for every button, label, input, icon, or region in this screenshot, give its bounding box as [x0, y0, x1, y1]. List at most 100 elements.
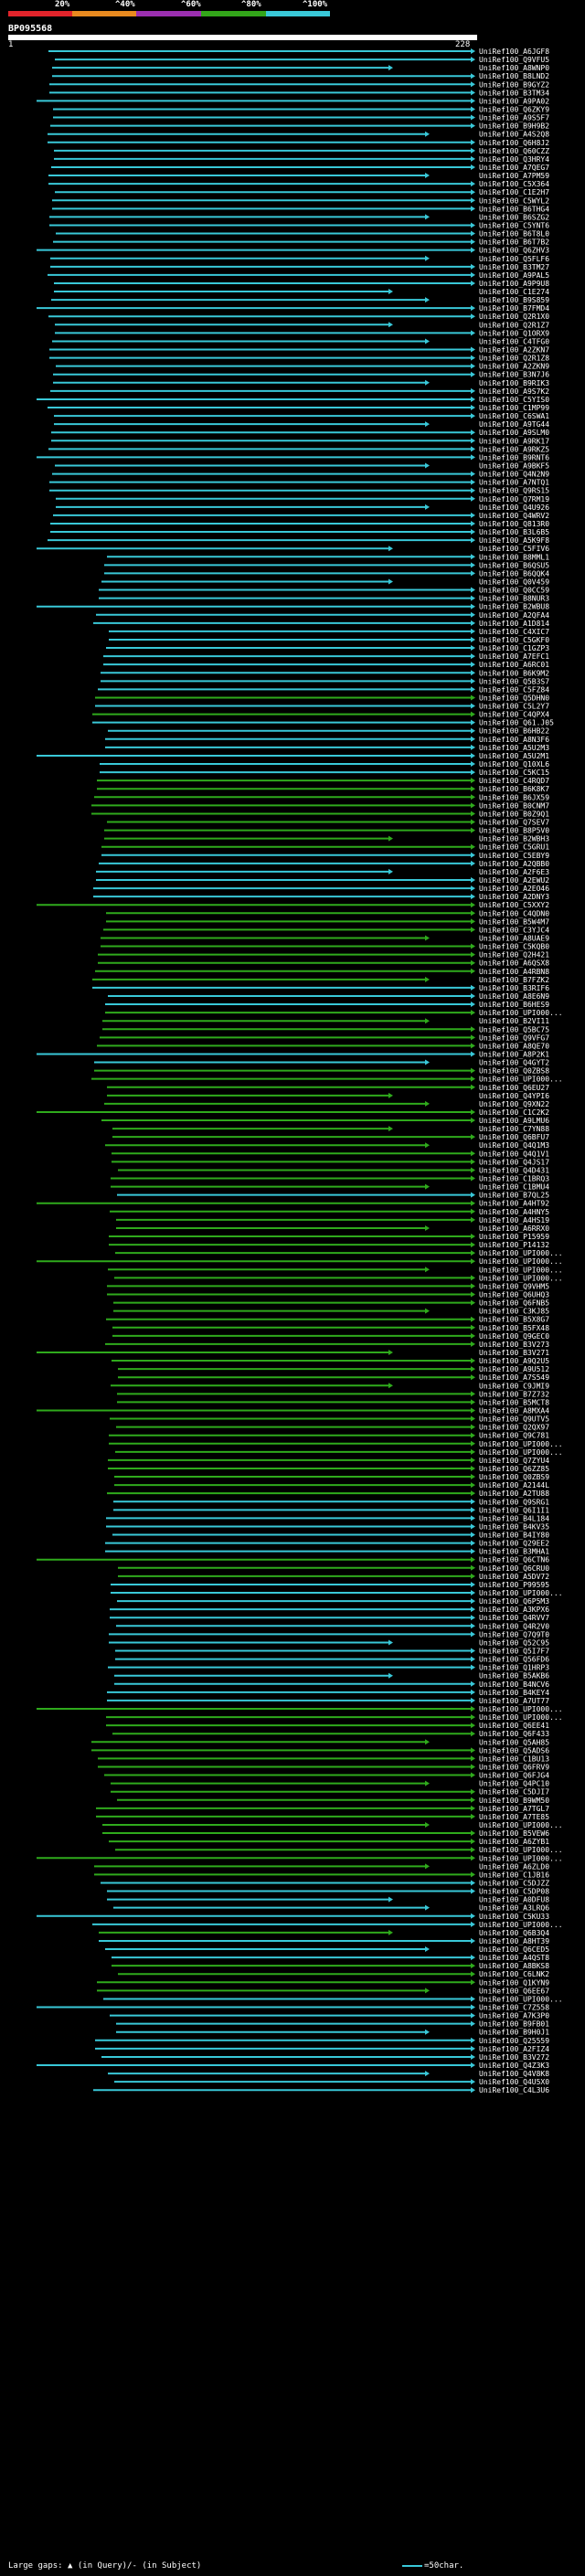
- hit-label[interactable]: UniRef100_Q9XN22: [479, 1100, 549, 1108]
- hit-label[interactable]: UniRef100_B6QQK4: [479, 569, 549, 578]
- hit-label[interactable]: UniRef100_A4HS19: [479, 1216, 549, 1224]
- hit-label[interactable]: UniRef100_A6RC01: [479, 661, 549, 669]
- hit-label[interactable]: UniRef100_C4L3U6: [479, 2086, 549, 2094]
- hit-label[interactable]: UniRef100_C4QDN0: [479, 909, 549, 917]
- hit-label[interactable]: UniRef100_B6HB22: [479, 727, 549, 736]
- hit-label[interactable]: UniRef100_Q60CZZ: [479, 147, 549, 155]
- hit-label[interactable]: UniRef100_A1D814: [479, 620, 549, 628]
- hit-label[interactable]: UniRef100_Q5FLF6: [479, 255, 549, 263]
- hit-label[interactable]: UniRef100_Q2R1Z8: [479, 355, 549, 363]
- hit-label[interactable]: UniRef100_A4RBN8: [479, 968, 549, 976]
- hit-label[interactable]: UniRef100_B6SZG2: [479, 213, 549, 221]
- hit-label[interactable]: UniRef100_A2QFA4: [479, 611, 549, 620]
- hit-label[interactable]: UniRef100_A7TGL7: [479, 1805, 549, 1813]
- hit-label[interactable]: UniRef100_Q6UHQ3: [479, 1291, 549, 1299]
- hit-label[interactable]: UniRef100_C4XIC7: [479, 628, 549, 636]
- hit-label[interactable]: UniRef100_B8P5V0: [479, 827, 549, 835]
- hit-label[interactable]: UniRef100_Q6EE67: [479, 1987, 549, 1995]
- hit-label[interactable]: UniRef100_Q6BFU7: [479, 1133, 549, 1141]
- hit-label[interactable]: UniRef100_UPI000...: [479, 1274, 563, 1282]
- hit-label[interactable]: UniRef100_Q6H8J2: [479, 139, 549, 147]
- hit-label[interactable]: UniRef100_C1E274: [479, 288, 549, 296]
- hit-label[interactable]: UniRef100_Q5AH85: [479, 1738, 549, 1746]
- hit-label[interactable]: UniRef100_A7QEG7: [479, 164, 549, 172]
- hit-label[interactable]: UniRef100_P99595: [479, 1581, 549, 1589]
- hit-label[interactable]: UniRef100_B9WM50: [479, 1797, 549, 1805]
- hit-label[interactable]: UniRef100_Q29EE2: [479, 1540, 549, 1548]
- hit-label[interactable]: UniRef100_B9RIK3: [479, 379, 549, 387]
- hit-label[interactable]: UniRef100_C5FZ84: [479, 685, 549, 694]
- hit-label[interactable]: UniRef100_Q4RVV7: [479, 1614, 549, 1622]
- hit-label[interactable]: UniRef100_C5DP08: [479, 1888, 549, 1896]
- hit-label[interactable]: UniRef100_C9JMI9: [479, 1382, 549, 1390]
- hit-label[interactable]: UniRef100_B8NUR3: [479, 595, 549, 603]
- hit-label[interactable]: UniRef100_B9H0J1: [479, 2029, 549, 2037]
- hit-label[interactable]: UniRef100_A7EFC1: [479, 652, 549, 661]
- hit-label[interactable]: UniRef100_B5VEW6: [479, 1829, 549, 1838]
- hit-label[interactable]: UniRef100_B7Z732: [479, 1390, 549, 1398]
- hit-label[interactable]: UniRef100_Q6ZHV3: [479, 247, 549, 255]
- hit-label[interactable]: UniRef100_Q5DHN0: [479, 694, 549, 702]
- hit-label[interactable]: UniRef100_A7S549: [479, 1373, 549, 1382]
- hit-label[interactable]: UniRef100_Q7Q9T0: [479, 1630, 549, 1638]
- hit-label[interactable]: UniRef100_B7FZK2: [479, 976, 549, 984]
- hit-label[interactable]: UniRef100_B3V273: [479, 1341, 549, 1349]
- hit-label[interactable]: UniRef100_B3TM34: [479, 89, 549, 97]
- hit-label[interactable]: UniRef100_C5L2Y7: [479, 703, 549, 711]
- hit-label[interactable]: UniRef100_C6LNK2: [479, 1970, 549, 1978]
- hit-label[interactable]: UniRef100_A4HNY5: [479, 1208, 549, 1216]
- hit-label[interactable]: UniRef100_A8BKS8: [479, 1962, 549, 1970]
- hit-label[interactable]: UniRef100_Q6FJG4: [479, 1772, 549, 1780]
- hit-label[interactable]: UniRef100_Q4JS17: [479, 1158, 549, 1166]
- hit-label[interactable]: UniRef100_Q4D431: [479, 1166, 549, 1174]
- hit-label[interactable]: UniRef100_A4QST8: [479, 1954, 549, 1962]
- hit-label[interactable]: UniRef100_Q2H421: [479, 951, 549, 959]
- hit-label[interactable]: UniRef100_A3LRQ6: [479, 1904, 549, 1913]
- hit-label[interactable]: UniRef100_B5MCT8: [479, 1398, 549, 1406]
- hit-label[interactable]: UniRef100_Q56FD6: [479, 1656, 549, 1664]
- hit-label[interactable]: UniRef100_A2QBB0: [479, 860, 549, 868]
- hit-label[interactable]: UniRef100_C5EBY9: [479, 852, 549, 860]
- hit-label[interactable]: UniRef100_B5X8G7: [479, 1316, 549, 1324]
- hit-label[interactable]: UniRef100_B5W4M7: [479, 917, 549, 926]
- hit-label[interactable]: UniRef100_C5X364: [479, 180, 549, 188]
- hit-label[interactable]: UniRef100_B6T8L0: [479, 230, 549, 239]
- hit-label[interactable]: UniRef100_A0DFU8: [479, 1896, 549, 1904]
- hit-label[interactable]: UniRef100_A8N3F6: [479, 736, 549, 744]
- hit-label[interactable]: UniRef100_C5YNT6: [479, 221, 549, 229]
- hit-label[interactable]: UniRef100_B9RNT6: [479, 453, 549, 461]
- hit-label[interactable]: UniRef100_UPI000...: [479, 1249, 563, 1257]
- hit-label[interactable]: UniRef100_A9SLM0: [479, 429, 549, 437]
- hit-label[interactable]: UniRef100_Q5I7F7: [479, 1648, 549, 1656]
- hit-label[interactable]: UniRef100_C1JB16: [479, 1871, 549, 1879]
- hit-label[interactable]: UniRef100_UPI000...: [479, 1448, 563, 1457]
- hit-label[interactable]: UniRef100_A2F6E3: [479, 868, 549, 876]
- hit-label[interactable]: UniRef100_C5KC15: [479, 769, 549, 777]
- hit-label[interactable]: UniRef100_A7NTQ1: [479, 479, 549, 487]
- hit-label[interactable]: UniRef100_C4TFG0: [479, 337, 549, 345]
- hit-label[interactable]: UniRef100_B9FB01: [479, 2020, 549, 2029]
- hit-label[interactable]: UniRef100_Q2R1X0: [479, 313, 549, 321]
- hit-label[interactable]: UniRef100_A2EO46: [479, 885, 549, 893]
- hit-label[interactable]: UniRef100_A9RK17: [479, 437, 549, 445]
- hit-label[interactable]: UniRef100_B9S859: [479, 296, 549, 304]
- hit-label[interactable]: UniRef100_Q2QX97: [479, 1424, 549, 1432]
- hit-label[interactable]: UniRef100_P14132: [479, 1241, 549, 1249]
- hit-label[interactable]: UniRef100_B0CNM7: [479, 801, 549, 810]
- hit-label[interactable]: UniRef100_Q4GYT2: [479, 1059, 549, 1067]
- hit-label[interactable]: UniRef100_Q6F433: [479, 1730, 549, 1738]
- hit-label[interactable]: UniRef100_C5WYL2: [479, 196, 549, 205]
- hit-label[interactable]: UniRef100_Q4Z3K3: [479, 2062, 549, 2070]
- hit-label[interactable]: UniRef100_B0Z9Q1: [479, 810, 549, 818]
- hit-label[interactable]: UniRef100_C6SWA1: [479, 412, 549, 420]
- hit-label[interactable]: UniRef100_A6ZLD0: [479, 1862, 549, 1871]
- hit-label[interactable]: UniRef100_A8E6N9: [479, 992, 549, 1001]
- hit-label[interactable]: UniRef100_A2ZKN7: [479, 346, 549, 355]
- hit-label[interactable]: UniRef100_C5XXY2: [479, 901, 549, 909]
- hit-label[interactable]: UniRef100_A9PAL5: [479, 271, 549, 280]
- hit-label[interactable]: UniRef100_Q9SRG1: [479, 1498, 549, 1506]
- hit-label[interactable]: UniRef100_A7UT77: [479, 1697, 549, 1705]
- hit-label[interactable]: UniRef100_Q4PC10: [479, 1780, 549, 1788]
- hit-label[interactable]: UniRef100_C1BRQ3: [479, 1175, 549, 1183]
- hit-label[interactable]: UniRef100_A9P9U8: [479, 280, 549, 288]
